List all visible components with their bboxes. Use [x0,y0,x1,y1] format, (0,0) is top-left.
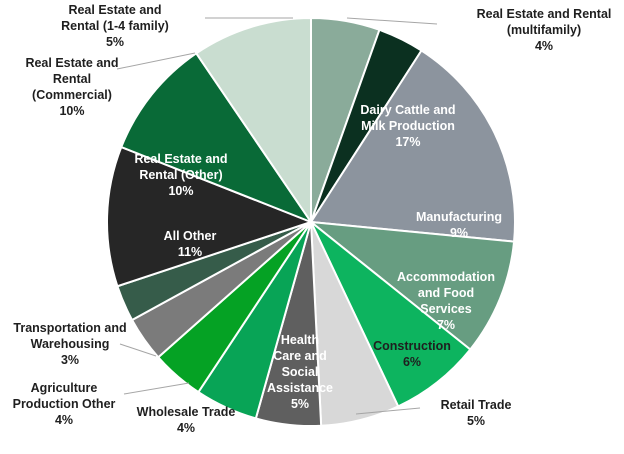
leader-line-agri [123,382,190,395]
slice-percent-retail: 5% [467,414,485,428]
slice-label-line: Warehousing [31,337,110,351]
slice-label-line: Transportation and [13,321,126,335]
slice-label-line: Health [281,333,319,347]
slice-label-line: Real Estate and Rental [477,7,612,21]
slice-label-health: Health Care and Social Assistance 5% [267,333,333,411]
slice-percent-accom: 7% [437,318,455,332]
slice-label-line: Retail Trade [441,398,512,412]
slice-label-reother: Real Estate and Rental (Other) 10% [134,152,227,198]
pie-slice-mfg [310,221,516,351]
slice-label-recomm: Real Estate and Rental (Commercial) 10% [25,56,118,118]
slice-label-re14: Real Estate and Rental (1-4 family) 5% [61,3,169,49]
slice-label-line: Agriculture [31,381,98,395]
slice-label-line: Milk Production [361,119,455,133]
slice-label-line: Wholesale Trade [137,405,236,419]
slice-percent-constr: 6% [403,355,421,369]
slice-label-constr: Construction 6% [373,339,451,369]
slice-percent-dairy: 17% [395,135,420,149]
slice-label-mfg: Manufacturing 9% [416,210,502,240]
slice-percent-health: 5% [291,397,309,411]
slice-label-wholesale: Wholesale Trade 4% [137,405,236,435]
slice-label-line: Real Estate and [68,3,161,17]
slice-label-other: All Other 11% [164,229,217,259]
pie-slice-reother [120,52,312,223]
slice-label-line: Social [282,365,319,379]
slice-label-line: Accommodation [397,270,495,284]
slice-label-line: Real Estate and [134,152,227,166]
slice-percent-other: 11% [178,245,202,259]
slice-label-line: Rental [53,72,91,86]
slice-percent-agri: 4% [55,413,73,427]
slice-label-line: Rental (1-4 family) [61,19,169,33]
pie-slice-dairy [310,49,516,243]
slice-label-line: Care and [273,349,327,363]
slice-percent-transp: 3% [61,353,79,367]
slice-label-accom: Accommodation and Food Services 7% [397,270,495,332]
slice-labels: Real Estate and Rental (1-4 family) 5%Real… [13,3,612,435]
slice-label-line: Dairy Cattle and [360,103,455,117]
slice-percent-wholesale: 4% [177,421,195,435]
slice-label-line: Construction [373,339,451,353]
slice-label-line: Real Estate and [25,56,118,70]
slice-percent-reother: 10% [168,184,193,198]
slice-label-line: (Commercial) [32,88,112,102]
pie-slice-other [106,146,312,288]
leader-line-recomm [116,52,196,70]
leader-line-retail [355,407,421,415]
slice-percent-remf: 4% [535,39,553,53]
slice-percent-recomm: 10% [59,104,84,118]
slice-label-retail: Retail Trade 5% [441,398,512,428]
slice-label-dairy: Dairy Cattle and Milk Production 17% [360,103,455,149]
slice-label-line: Production Other [13,397,116,411]
slice-label-line: All Other [164,229,217,243]
slice-label-line: and Food [418,286,474,300]
leader-lines [116,17,438,415]
pie-slice-recomm [195,17,312,223]
leader-line-remf [346,17,438,25]
slice-label-transp: Transportation and Warehousing 3% [13,321,126,367]
pie-slices [106,17,516,428]
slice-label-line: Assistance [267,381,333,395]
slice-label-line: Manufacturing [416,210,502,224]
leader-line-transp [119,343,157,357]
slice-label-line: Services [420,302,471,316]
slice-label-line: Rental (Other) [139,168,222,182]
slice-label-remf: Real Estate and Rental (multifamily) 4% [477,7,612,53]
slice-percent-mfg: 9% [450,226,468,240]
slice-label-line: (multifamily) [507,23,581,37]
slice-label-agri: Agriculture Production Other 4% [13,381,116,427]
slice-percent-re14: 5% [106,35,124,49]
